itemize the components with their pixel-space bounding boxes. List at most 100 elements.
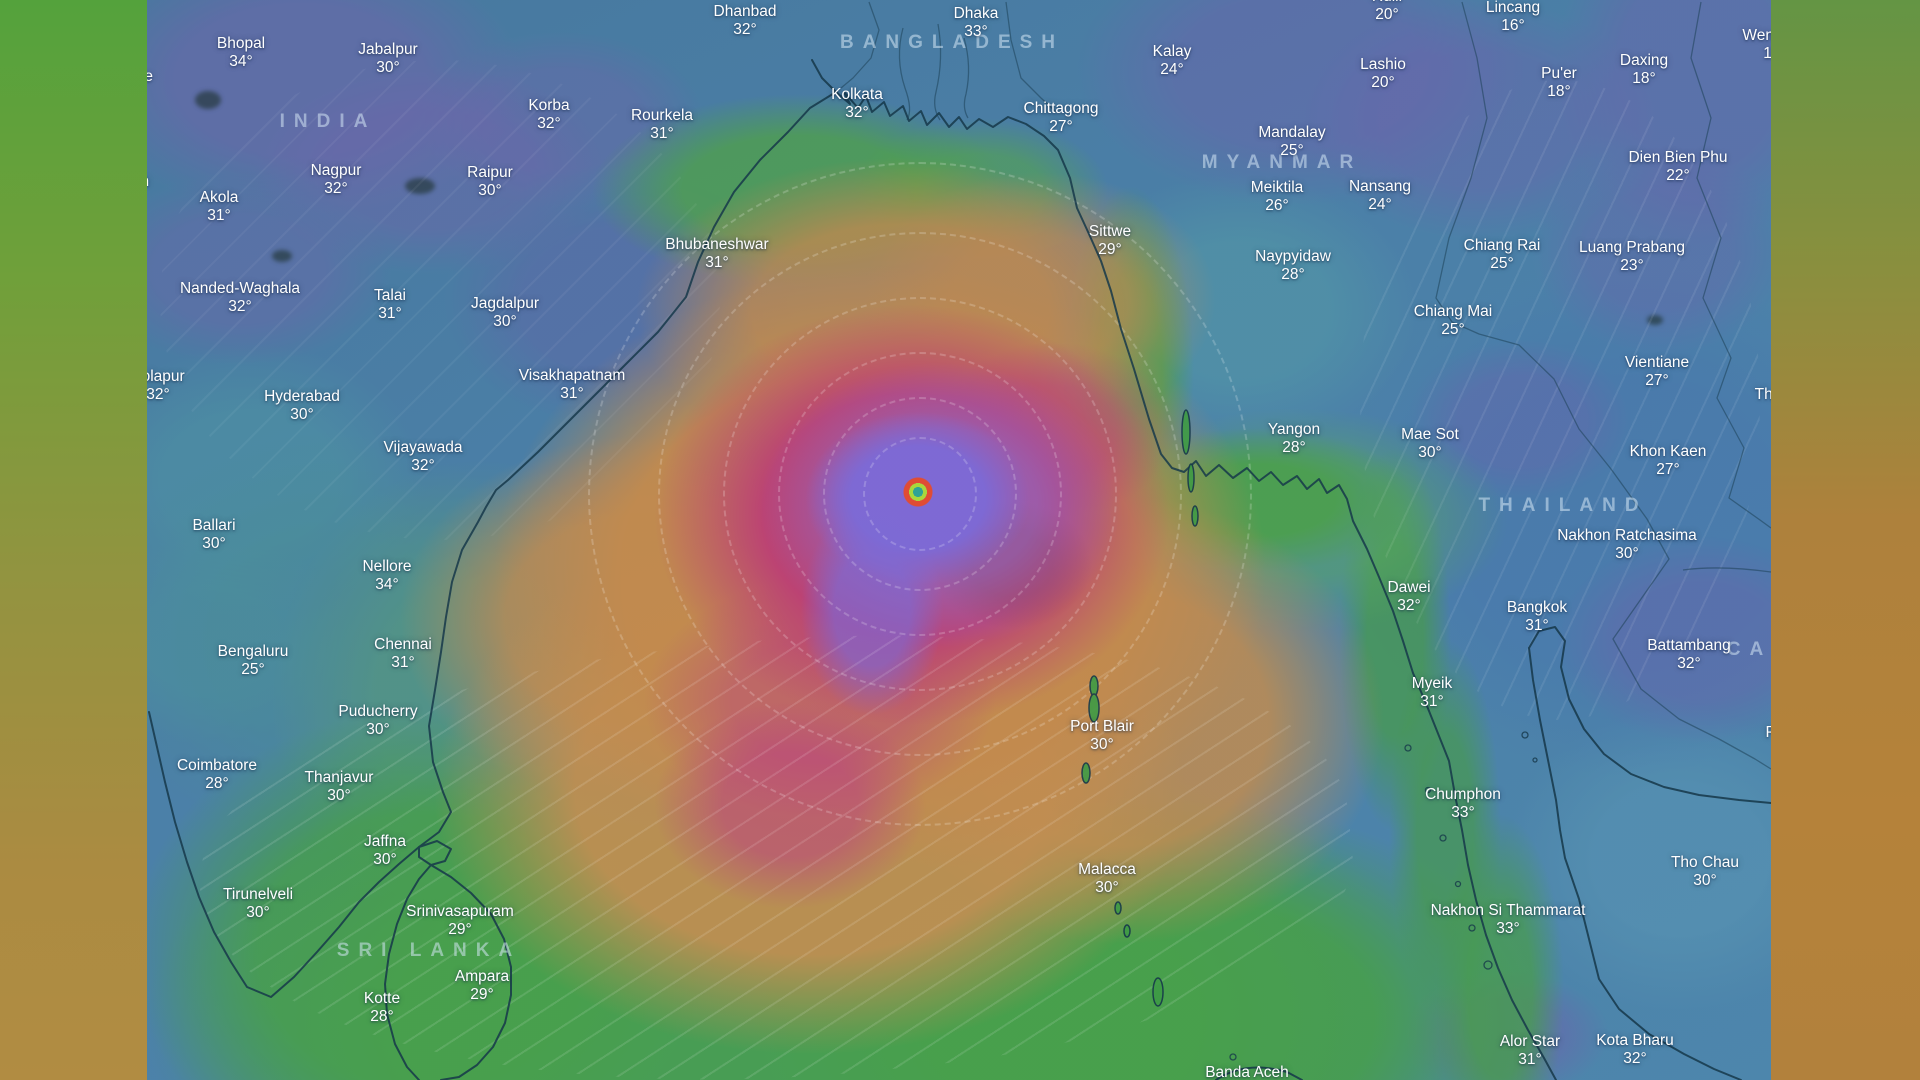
city-temperature: 28° <box>1282 439 1306 456</box>
city-temperature: 29° <box>448 921 472 938</box>
city-label[interactable]: Lincang 16° <box>1486 0 1540 35</box>
city-label[interactable]: Naypyidaw 28° <box>1255 248 1331 284</box>
city-label[interactable]: Visakhapatnam 31° <box>519 367 626 403</box>
city-temperature: 30° <box>1095 879 1119 896</box>
city-temperature: 33° <box>1451 804 1475 821</box>
city-name: Tirunelveli <box>222 886 294 903</box>
city-name: Naypyidaw <box>1255 248 1331 265</box>
city-label[interactable]: Vientiane 27° <box>1625 354 1689 390</box>
city-label[interactable]: Coimbatore 28° <box>177 757 257 793</box>
city-name: Chumphon <box>1425 786 1501 803</box>
city-label[interactable]: Khon Kaen 27° <box>1630 443 1707 479</box>
city-label[interactable]: Meiktila 26° <box>1251 179 1304 215</box>
city-label[interactable]: Mae Sot 30° <box>1401 426 1459 462</box>
city-temperature: 32° <box>324 180 348 197</box>
city-label[interactable]: Port Blair 30° <box>1070 718 1134 754</box>
city-name: Thanjavur <box>304 769 374 786</box>
city-label[interactable]: Akola 31° <box>200 189 239 225</box>
city-name: Kotte <box>363 990 401 1007</box>
city-label[interactable]: Luang Prabang 23° <box>1579 239 1685 275</box>
city-label[interactable]: Dhaka 33° <box>954 5 999 41</box>
city-label[interactable]: Sittwe 29° <box>1089 223 1131 259</box>
city-label[interactable]: Jabalpur 30° <box>358 41 417 77</box>
city-label[interactable]: Chittagong 27° <box>1024 100 1099 136</box>
city-temperature: 32° <box>733 21 757 38</box>
city-label[interactable]: Talai 31° <box>374 287 406 323</box>
city-label[interactable]: Bhubaneshwar 31° <box>665 236 768 272</box>
city-temperature: 33° <box>964 23 988 40</box>
city-temperature: 27° <box>1645 372 1669 389</box>
country-label: INDIA <box>279 111 377 132</box>
city-label[interactable]: Daxing 18° <box>1620 52 1668 88</box>
city-label[interactable]: Ampara 29° <box>455 968 509 1004</box>
city-temperature: 29° <box>470 986 494 1003</box>
city-name: Puducherry <box>338 703 418 720</box>
city-label[interactable]: Ruili20° <box>1372 0 1402 24</box>
city-label[interactable]: Myeik 31° <box>1412 675 1452 711</box>
city-label[interactable]: Chennai 31° <box>374 636 432 672</box>
city-name: Ruili <box>1372 0 1402 5</box>
city-label[interactable]: Mandalay 25° <box>1258 124 1325 160</box>
city-temperature: 30° <box>327 787 351 804</box>
city-name: Nakhon Ratchasima <box>1557 527 1697 544</box>
city-label[interactable]: Banda Aceh <box>1205 1064 1289 1080</box>
city-label[interactable]: Vijayawada 32° <box>384 439 463 475</box>
city-label[interactable]: Kalay 24° <box>1153 43 1192 79</box>
city-temperature: 29° <box>1098 241 1122 258</box>
city-label[interactable]: Pu'er 18° <box>1541 65 1577 101</box>
city-label[interactable]: Jaffna 30° <box>364 833 406 869</box>
city-label[interactable]: Battambang 32° <box>1647 637 1731 673</box>
city-temperature: 24° <box>1368 196 1392 213</box>
city-label[interactable]: Kolkata 32° <box>831 86 883 122</box>
city-name: Srinivasapuram <box>406 903 514 920</box>
city-label[interactable]: Dhanbad 32° <box>714 3 777 39</box>
city-label[interactable]: Hyderabad 30° <box>264 388 340 424</box>
city-label[interactable]: Chiang Mai 25° <box>1414 303 1492 339</box>
city-label[interactable]: Kotte 28° <box>364 990 400 1026</box>
city-label[interactable]: Kota Bharu 32° <box>1596 1032 1674 1068</box>
city-label[interactable]: Lashio 20° <box>1360 56 1406 92</box>
city-label[interactable]: Thanjavur 30° <box>305 769 374 805</box>
city-label[interactable]: Bhopal 34° <box>217 35 265 71</box>
city-label[interactable]: Rourkela 31° <box>631 107 693 143</box>
city-temperature: 30° <box>246 904 270 921</box>
city-label[interactable]: Puducherry 30° <box>338 703 417 739</box>
city-label[interactable]: Srinivasapuram 29° <box>406 903 514 939</box>
city-name: Kota Bharu <box>1596 1032 1674 1049</box>
city-label[interactable]: Korba 32° <box>528 97 569 133</box>
city-label[interactable]: Nellore 34° <box>362 558 411 594</box>
city-label[interactable]: Ballari 30° <box>192 517 235 553</box>
city-temperature: 18° <box>1547 83 1571 100</box>
city-label[interactable]: Nagpur 32° <box>311 162 362 198</box>
city-label[interactable]: Malacca 30° <box>1078 861 1136 897</box>
letterbox-bar-right <box>1771 0 1920 1080</box>
city-label[interactable]: Tho Chau 30° <box>1671 854 1739 890</box>
city-temperature: 22° <box>1666 167 1690 184</box>
city-temperature: 31° <box>207 207 231 224</box>
city-label[interactable]: Nakhon Ratchasima 30° <box>1557 527 1697 563</box>
city-name: Chiang Rai <box>1463 237 1541 254</box>
city-label[interactable]: Nanded-Waghala 32° <box>180 280 300 316</box>
city-label[interactable]: Bengaluru 25° <box>218 643 289 679</box>
city-label[interactable]: Alor Star 31° <box>1500 1033 1560 1069</box>
city-label[interactable]: Jagdalpur 30° <box>471 295 539 331</box>
city-temperature: 32° <box>1623 1050 1647 1067</box>
city-label[interactable]: Tirunelveli 30° <box>223 886 293 922</box>
city-name: Vijayawada <box>383 439 463 456</box>
city-label[interactable]: Nansang 24° <box>1349 178 1411 214</box>
city-name: Bhopal <box>216 35 266 52</box>
city-label[interactable]: Nakhon Si Thammarat 33° <box>1431 902 1586 938</box>
city-name: Nansang <box>1348 178 1412 195</box>
city-name: Alor Star <box>1499 1033 1561 1050</box>
city-label[interactable]: Dawei 32° <box>1387 579 1430 615</box>
city-label[interactable]: Chiang Rai 25° <box>1464 237 1541 273</box>
city-label[interactable]: Bangkok 31° <box>1507 599 1567 635</box>
city-label[interactable]: Dien Bien Phu 22° <box>1628 149 1727 185</box>
city-name: Dawei <box>1387 579 1431 596</box>
city-label[interactable]: Raipur 30° <box>467 164 513 200</box>
city-name: Dhaka <box>953 5 999 22</box>
city-label[interactable]: Yangon 28° <box>1268 421 1320 457</box>
city-label[interactable]: Chumphon 33° <box>1425 786 1501 822</box>
city-temperature: 18° <box>1632 70 1656 87</box>
